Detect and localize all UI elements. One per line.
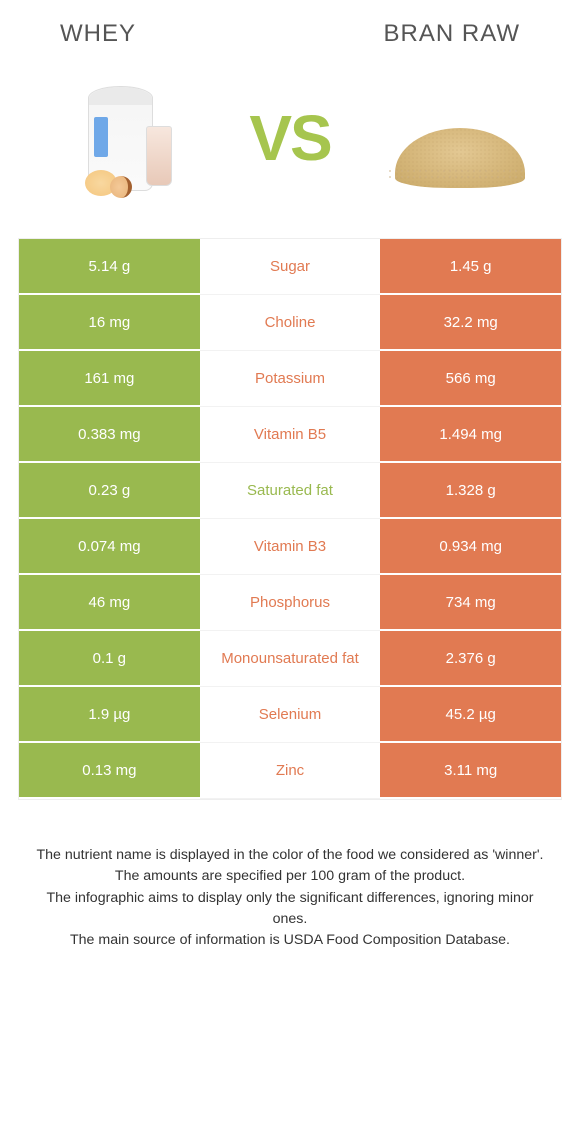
footer-line: The nutrient name is displayed in the co… — [28, 845, 552, 866]
left-value: 161 mg — [19, 351, 200, 407]
bran-image — [390, 68, 530, 208]
table-row: 16 mgCholine32.2 mg — [19, 295, 561, 351]
table-row: 5.14 gSugar1.45 g — [19, 239, 561, 295]
nutrient-label: Choline — [200, 295, 381, 351]
right-title: Bran raw — [384, 20, 520, 48]
comparison-table: 5.14 gSugar1.45 g16 mgCholine32.2 mg161 … — [18, 238, 562, 800]
right-value: 566 mg — [380, 351, 561, 407]
left-value: 0.13 mg — [19, 743, 200, 799]
table-row: 46 mgPhosphorus734 mg — [19, 575, 561, 631]
table-row: 0.23 gSaturated fat1.328 g — [19, 463, 561, 519]
table-row: 0.074 mgVitamin B30.934 mg — [19, 519, 561, 575]
images-row: VS — [0, 58, 580, 238]
nutrient-label: Potassium — [200, 351, 381, 407]
left-title: Whey — [60, 20, 136, 48]
nutrient-label: Monounsaturated fat — [200, 631, 381, 687]
right-value: 2.376 g — [380, 631, 561, 687]
table-row: 1.9 µgSelenium45.2 µg — [19, 687, 561, 743]
whey-fruit2-icon — [110, 176, 132, 198]
vs-text: VS — [249, 101, 330, 175]
footer-line: The infographic aims to display only the… — [28, 888, 552, 931]
footer-line: The main source of information is USDA F… — [28, 930, 552, 951]
whey-image — [50, 68, 190, 208]
right-value: 32.2 mg — [380, 295, 561, 351]
left-value: 0.23 g — [19, 463, 200, 519]
left-value: 1.9 µg — [19, 687, 200, 743]
whey-label-icon — [94, 117, 108, 157]
table-row: 0.1 gMonounsaturated fat2.376 g — [19, 631, 561, 687]
table-row: 0.383 mgVitamin B51.494 mg — [19, 407, 561, 463]
nutrient-label: Selenium — [200, 687, 381, 743]
nutrient-label: Vitamin B5 — [200, 407, 381, 463]
right-value: 1.328 g — [380, 463, 561, 519]
right-value: 1.45 g — [380, 239, 561, 295]
table-row: 0.13 mgZinc3.11 mg — [19, 743, 561, 799]
nutrient-label: Vitamin B3 — [200, 519, 381, 575]
header: Whey Bran raw — [0, 0, 580, 58]
table-row: 161 mgPotassium566 mg — [19, 351, 561, 407]
right-value: 45.2 µg — [380, 687, 561, 743]
left-value: 5.14 g — [19, 239, 200, 295]
left-value: 16 mg — [19, 295, 200, 351]
footer-line: The amounts are specified per 100 gram o… — [28, 866, 552, 887]
bran-scatter-icon — [387, 168, 527, 180]
left-value: 46 mg — [19, 575, 200, 631]
nutrient-label: Saturated fat — [200, 463, 381, 519]
nutrient-label: Sugar — [200, 239, 381, 295]
left-value: 0.383 mg — [19, 407, 200, 463]
right-value: 3.11 mg — [380, 743, 561, 799]
right-value: 0.934 mg — [380, 519, 561, 575]
left-value: 0.1 g — [19, 631, 200, 687]
right-value: 1.494 mg — [380, 407, 561, 463]
right-value: 734 mg — [380, 575, 561, 631]
nutrient-label: Phosphorus — [200, 575, 381, 631]
whey-glass-icon — [146, 126, 172, 186]
nutrient-label: Zinc — [200, 743, 381, 799]
footer: The nutrient name is displayed in the co… — [0, 800, 580, 951]
left-value: 0.074 mg — [19, 519, 200, 575]
